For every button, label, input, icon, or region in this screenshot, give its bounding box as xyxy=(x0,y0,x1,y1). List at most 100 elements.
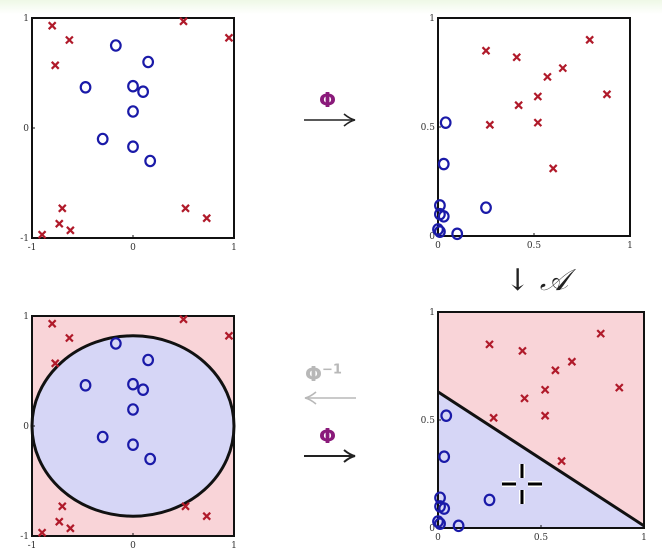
circle-point xyxy=(144,452,157,466)
cross-point xyxy=(485,120,495,130)
cross-point xyxy=(179,315,188,324)
cross-point xyxy=(548,164,558,173)
x-tick-label: 0 xyxy=(130,243,136,253)
y-tick-label: 0 xyxy=(23,422,29,432)
x-tick-label: 1 xyxy=(641,533,647,543)
cross-point xyxy=(37,230,47,239)
phi-label-top: Φ xyxy=(319,88,337,112)
y-tick-label: 0 xyxy=(429,232,435,242)
cross-point xyxy=(602,90,612,99)
cross-point xyxy=(585,35,594,45)
circle-point xyxy=(434,199,446,212)
cross-point xyxy=(543,72,552,82)
x-tick-label: 0 xyxy=(435,241,441,251)
cross-point xyxy=(533,92,543,101)
cross-point xyxy=(202,511,212,521)
circle-point xyxy=(127,79,139,93)
cross-point xyxy=(533,118,543,127)
cross-point xyxy=(66,524,75,533)
cross-point xyxy=(596,329,606,338)
cross-point xyxy=(514,100,523,110)
cross-point xyxy=(557,456,566,466)
circle-point xyxy=(434,491,446,505)
cross-point xyxy=(37,528,47,537)
feature-space-classified-plot: 0 0.5 1 1 0.5 0 xyxy=(421,308,647,543)
right-arrow-icon xyxy=(304,449,356,463)
circle-point xyxy=(432,515,444,528)
circle-point xyxy=(79,379,92,392)
y-tick-label: 1 xyxy=(23,312,29,322)
cross-point xyxy=(54,219,64,228)
y-tick-label: 0.5 xyxy=(421,416,436,426)
circle-point xyxy=(452,519,465,533)
x-tick-label: 0.5 xyxy=(527,241,542,251)
circle-point xyxy=(109,337,122,350)
move-cursor-icon xyxy=(502,464,542,504)
circle-point xyxy=(437,157,450,171)
decision-boundary-line xyxy=(437,390,645,528)
cross-point xyxy=(224,331,234,341)
cross-point xyxy=(224,33,234,43)
feature-space-plot: 0 0.5 1 1 0.5 0 xyxy=(421,14,633,251)
input-space-classified-plot: -1 0 1 1 0 -1 xyxy=(20,312,237,551)
y-tick-label: 1 xyxy=(23,14,29,24)
circle-point xyxy=(137,383,149,396)
cross-point xyxy=(58,204,67,213)
circle-point xyxy=(127,105,139,118)
cross-point xyxy=(47,21,57,30)
cross-point xyxy=(179,17,188,26)
circle-point xyxy=(434,517,446,530)
cross-point xyxy=(540,385,550,395)
circle-point xyxy=(434,225,446,238)
input-space-plot: -1 0 1 1 0 -1 xyxy=(20,14,237,253)
circle-point xyxy=(144,154,157,168)
y-tick-label: 0 xyxy=(429,524,435,534)
cross-point xyxy=(615,383,624,392)
circle-point xyxy=(137,85,149,98)
cross-point xyxy=(50,359,60,368)
cross-point xyxy=(518,346,527,356)
circle-point xyxy=(127,140,139,153)
right-arrow-icon xyxy=(304,113,356,127)
y-tick-label: -1 xyxy=(20,234,29,244)
y-tick-label: 0.5 xyxy=(421,123,436,133)
cross-point xyxy=(489,413,498,423)
cross-point xyxy=(202,213,212,223)
cross-point xyxy=(540,411,550,420)
circle-point xyxy=(142,353,155,367)
circle-point xyxy=(438,450,451,464)
circle-point xyxy=(480,201,492,214)
cross-point xyxy=(47,319,57,328)
circle-point xyxy=(440,409,453,422)
circle-point xyxy=(438,502,451,515)
cross-point xyxy=(181,204,190,213)
circle-point xyxy=(439,116,452,129)
classifier-arrow: ↓ 𝒜 xyxy=(505,263,568,298)
y-tick-label: 0 xyxy=(23,124,29,134)
down-arrow-icon: ↓ xyxy=(505,263,531,298)
circle-point xyxy=(96,430,109,444)
circle-point xyxy=(79,81,92,94)
plot-frame xyxy=(31,17,235,239)
circle-point xyxy=(437,210,450,223)
cross-point xyxy=(567,357,577,366)
circle-point xyxy=(142,55,155,69)
x-tick-label: 0.5 xyxy=(534,533,549,543)
cross-point xyxy=(485,340,494,349)
circle-point xyxy=(127,377,139,391)
cross-point xyxy=(520,394,529,403)
circle-point xyxy=(96,132,109,146)
cross-point xyxy=(54,517,64,526)
cross-point xyxy=(58,502,67,511)
x-tick-label: 0 xyxy=(435,533,441,543)
phi-inverse-exponent: −1 xyxy=(322,362,342,378)
cross-point xyxy=(512,52,521,62)
x-tick-label: 1 xyxy=(627,241,633,251)
cross-point xyxy=(65,35,74,45)
left-arrow-icon xyxy=(304,391,356,405)
y-tick-label: 1 xyxy=(429,308,435,318)
cross-point xyxy=(50,61,60,70)
cross-point xyxy=(481,46,491,55)
circle-point xyxy=(127,438,139,451)
phi-inverse-label: Φ−1 xyxy=(305,362,342,386)
